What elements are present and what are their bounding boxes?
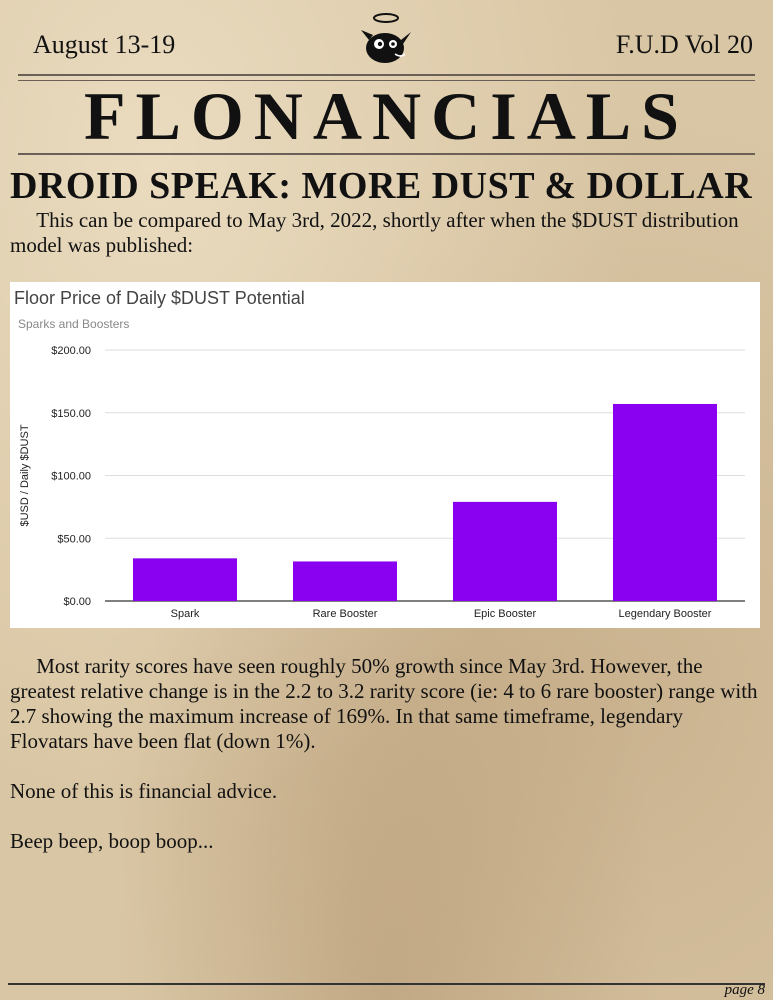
y-tick-label: $200.00 (51, 345, 91, 357)
footer-rule (8, 983, 765, 985)
chart-title: Floor Price of Daily $DUST Potential (14, 288, 305, 308)
bar (293, 561, 397, 601)
article-intro-text: This can be compared to May 3rd, 2022, s… (10, 208, 739, 257)
y-tick-label: $150.00 (51, 408, 91, 420)
x-tick-label: Legendary Booster (619, 608, 712, 620)
header-rule (18, 74, 755, 76)
y-axis-label: $USD / Daily $DUST (19, 424, 31, 526)
masthead-title: FLONANCIALS (84, 78, 689, 154)
article-paragraph: Beep beep, boop boop... (10, 829, 214, 853)
y-tick-label: $100.00 (51, 471, 91, 483)
header-rule-thin (18, 80, 755, 81)
bar (613, 403, 717, 601)
header-volume: F.U.D Vol 20 (615, 30, 753, 59)
x-tick-label: Rare Booster (313, 608, 378, 620)
article-paragraph: Most rarity scores have seen roughly 50%… (10, 654, 765, 754)
article-paragraph-text: Most rarity scores have seen roughly 50%… (10, 654, 758, 753)
bar-chart: $0.00 $50.00 $100.00 $150.00 $200.00 $USD / D… (10, 282, 760, 628)
y-tick-label: $0.00 (63, 596, 91, 608)
article-paragraph: None of this is financial advice. (10, 779, 278, 803)
flovatar-logo-icon (355, 10, 417, 70)
article-intro: This can be compared to May 3rd, 2022, s… (10, 208, 755, 258)
bar-chart-svg: $0.00 $50.00 $100.00 $150.00 $200.00 $USD / D… (19, 345, 745, 620)
page-number: page 8 (724, 982, 765, 998)
article-body: Most rarity scores have seen roughly 50%… (10, 654, 765, 879)
bar (453, 501, 557, 601)
x-tick-label: Epic Booster (474, 608, 537, 620)
y-tick-label: $50.00 (57, 533, 91, 545)
masthead-rule (18, 153, 755, 155)
chart-subtitle: Sparks and Boosters (18, 317, 130, 331)
article-headline: DROID SPEAK: MORE DUST & DOLLAR (10, 165, 753, 207)
x-tick-label: Spark (171, 608, 200, 620)
header-date: August 13-19 (33, 30, 176, 59)
bar (133, 558, 237, 601)
